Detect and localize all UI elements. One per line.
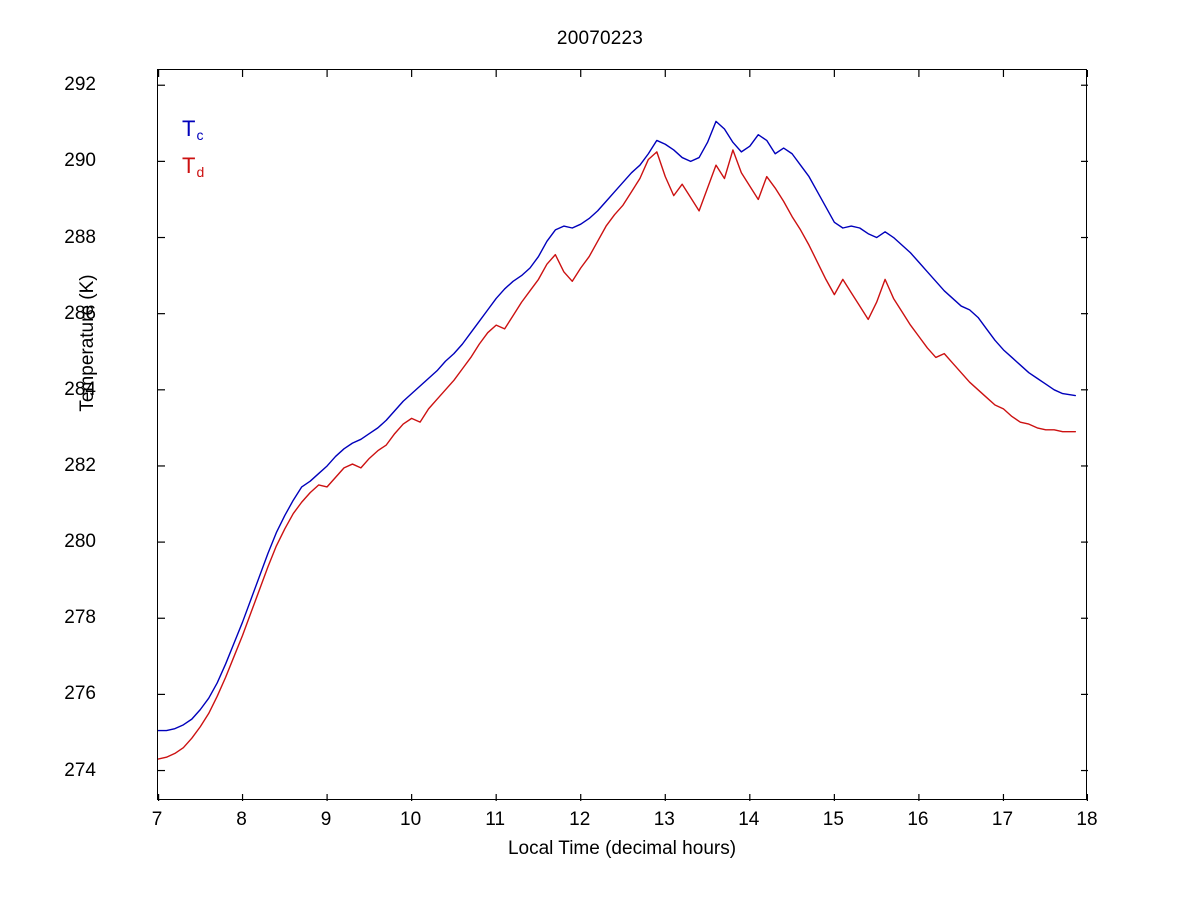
legend-label-main: T (182, 153, 196, 178)
x-tick-label: 7 (151, 809, 163, 830)
series-line-t-d (158, 149, 1077, 760)
y-tick-label: 288 (64, 226, 96, 248)
y-tick-label: 278 (64, 607, 96, 629)
legend-label-subscript: d (196, 164, 205, 181)
y-tick-label: 286 (64, 302, 96, 324)
y-tick-label: 280 (64, 531, 96, 553)
legend-label-main: T (182, 116, 196, 141)
x-tick-label: 9 (320, 809, 332, 830)
y-tick-label: 282 (64, 454, 96, 476)
x-tick-label: 14 (738, 809, 760, 830)
y-tick-label: 284 (64, 378, 96, 400)
x-tick-label: 12 (569, 809, 591, 830)
legend-item-t-c: Tc (182, 118, 203, 146)
legend-item-t-d: Td (182, 155, 204, 183)
x-tick-label: 13 (653, 809, 675, 830)
x-tick-label: 17 (991, 809, 1014, 830)
x-tick-label: 10 (400, 809, 422, 830)
x-tick-label: 18 (1076, 809, 1098, 830)
y-tick-label: 274 (64, 759, 96, 781)
x-tick-label: 11 (485, 809, 506, 830)
x-tick-label: 8 (236, 809, 247, 830)
y-axis-label: Temperature (K) (77, 274, 98, 412)
x-tick-label: 16 (907, 809, 929, 830)
page-title: 20070223 (556, 28, 644, 49)
y-tick-label: 292 (64, 74, 96, 96)
series-layer (158, 120, 1077, 760)
y-tick-label: 290 (64, 150, 96, 172)
legend-label-subscript: c (196, 127, 204, 144)
y-tick-label: 276 (64, 683, 96, 705)
x-axis-label: Local Time (decimal hours) (507, 838, 737, 859)
x-tick-label: 15 (822, 809, 844, 830)
series-line-t-c (158, 120, 1077, 732)
plot-area (157, 69, 1088, 801)
